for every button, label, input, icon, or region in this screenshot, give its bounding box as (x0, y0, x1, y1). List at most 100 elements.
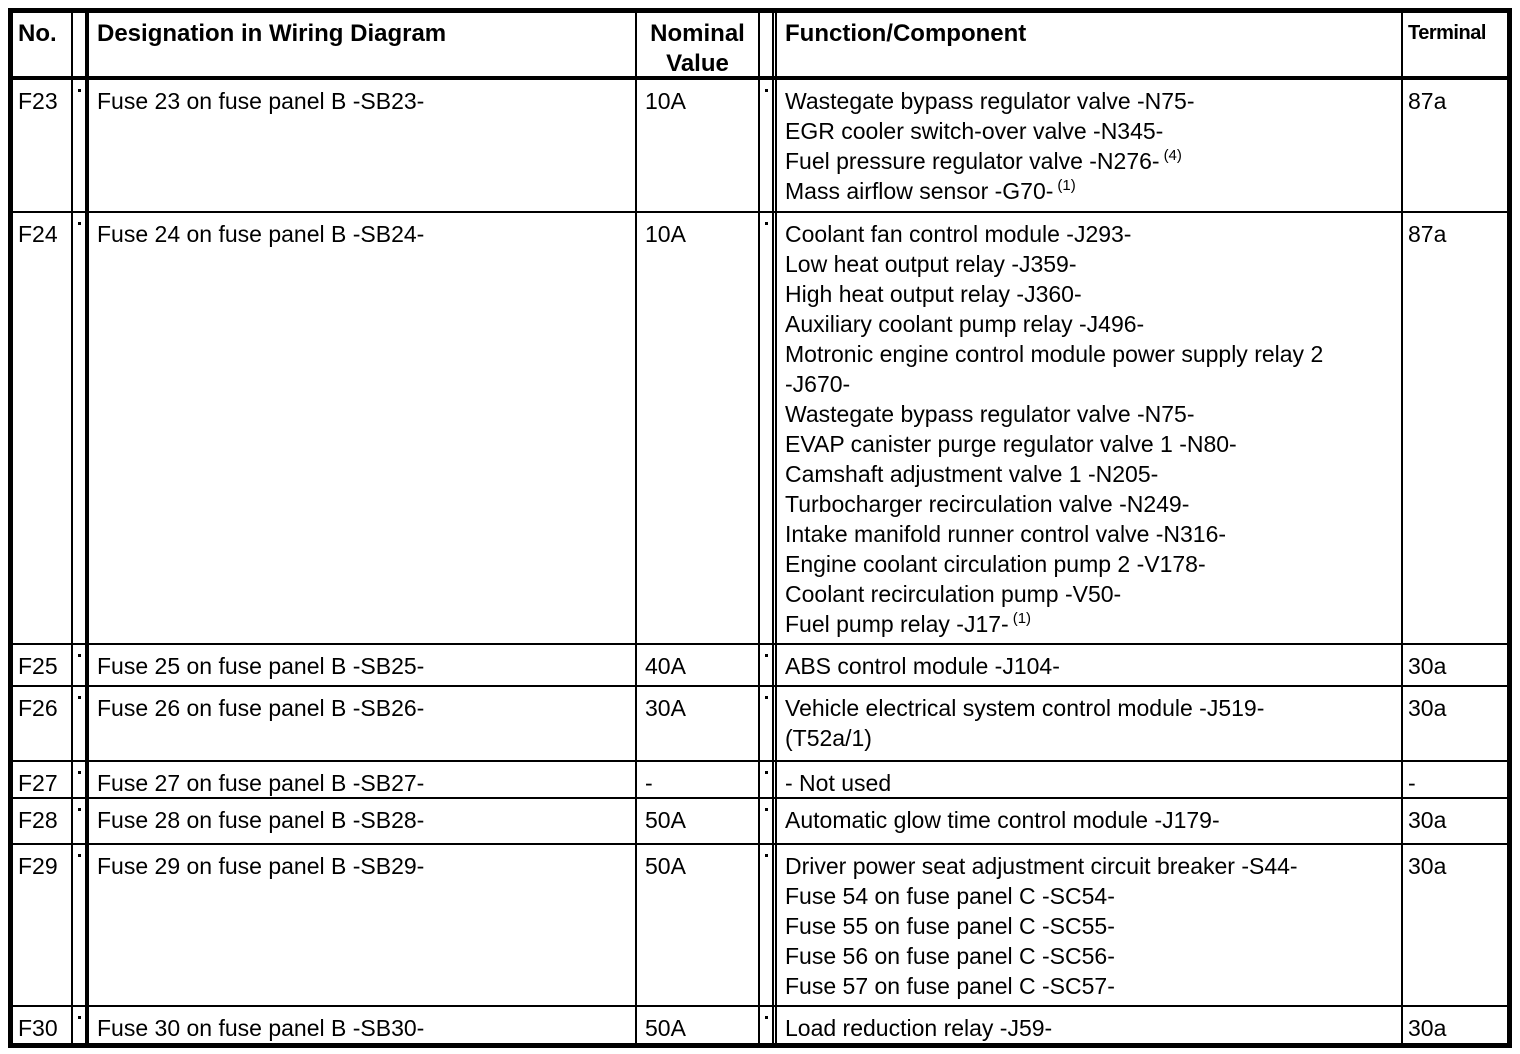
header-no: No. (13, 13, 73, 76)
spacer-column (73, 687, 89, 760)
spacer-column (760, 645, 777, 685)
function-line: EGR cooler switch-over valve -N345- (785, 118, 1164, 144)
fuse-designation: Fuse 27 on fuse panel B -SB27- (89, 762, 637, 797)
function-component-cell: Wastegate bypass regulator valve -N75- E… (777, 80, 1403, 211)
fuse-designation: Fuse 30 on fuse panel B -SB30- (89, 1007, 637, 1043)
function-component-cell: Coolant fan control module -J293- Low he… (777, 213, 1403, 643)
fuse-number: F27 (13, 762, 73, 797)
function-component-cell: Automatic glow time control module -J179… (777, 799, 1403, 843)
fuse-number: F25 (13, 645, 73, 685)
nominal-value: 10A (637, 80, 760, 211)
fuse-designation: Fuse 29 on fuse panel B -SB29- (89, 845, 637, 1005)
function-line: High heat output relay -J360- (785, 281, 1082, 307)
header-designation: Designation in Wiring Diagram (89, 13, 637, 76)
spacer-column (760, 687, 777, 760)
function-line: Coolant fan control module -J293- (785, 221, 1132, 247)
spacer-column (760, 80, 777, 211)
table-row-f29: F29 Fuse 29 on fuse panel B -SB29- 50A D… (13, 845, 1507, 1007)
footnote-marker: (4) (1163, 147, 1182, 164)
function-line: Vehicle electrical system control module… (785, 695, 1265, 721)
function-component-cell: Load reduction relay -J59- (777, 1007, 1403, 1043)
function-component-cell: - Not used (777, 762, 1403, 797)
function-line: Fuel pressure regulator valve -N276- (4) (785, 147, 1182, 174)
function-component-cell: Vehicle electrical system control module… (777, 687, 1403, 760)
terminal-value: 30a (1408, 695, 1447, 721)
terminal-value: 30a (1408, 1015, 1447, 1041)
function-line: Fuse 54 on fuse panel C -SC54- (785, 883, 1115, 909)
function-component-cell: ABS control module -J104- (777, 645, 1403, 685)
function-line: EVAP canister purge regulator valve 1 -N… (785, 431, 1237, 457)
function-line: Wastegate bypass regulator valve -N75- (785, 88, 1195, 114)
spacer-column (760, 1007, 777, 1043)
function-line: Camshaft adjustment valve 1 -N205- (785, 461, 1159, 487)
fuse-number: F23 (13, 80, 73, 211)
fuse-assignment-table: No. Designation in Wiring Diagram Nomina… (8, 8, 1512, 1048)
nominal-value: 40A (637, 645, 760, 685)
spacer-column (73, 845, 89, 1005)
spacer-column (73, 13, 89, 76)
fuse-number: F28 (13, 799, 73, 843)
function-line: Fuse 56 on fuse panel C -SC56- (785, 943, 1115, 969)
fuse-number: F30 (13, 1007, 73, 1043)
function-line: Mass airflow sensor -G70- (1) (785, 177, 1076, 204)
function-line: Auxiliary coolant pump relay -J496- (785, 311, 1145, 337)
header-function-component: Function/Component (777, 13, 1403, 76)
terminal-value: - (1408, 770, 1416, 796)
header-terminal: Terminal (1408, 22, 1486, 44)
function-line: -J670- (785, 371, 851, 397)
table-row-f25: F25 Fuse 25 on fuse panel B -SB25- 40A A… (13, 645, 1507, 687)
header-nominal-value: Nominal Value (637, 13, 760, 76)
table-header-row: No. Designation in Wiring Diagram Nomina… (13, 13, 1507, 80)
function-line: Wastegate bypass regulator valve -N75- (785, 401, 1195, 427)
spacer-column (760, 799, 777, 843)
nominal-value: 50A (637, 845, 760, 1005)
table-row-f28: F28 Fuse 28 on fuse panel B -SB28- 50A A… (13, 799, 1507, 845)
spacer-column (760, 762, 777, 797)
nominal-value: 50A (637, 799, 760, 843)
function-line: Fuel pump relay -J17- (1) (785, 610, 1032, 637)
function-line: Intake manifold runner control valve -N3… (785, 521, 1227, 547)
spacer-column (73, 645, 89, 685)
function-line: Turbocharger recirculation valve -N249- (785, 491, 1190, 517)
fuse-designation: Fuse 23 on fuse panel B -SB23- (89, 80, 637, 211)
footnote-marker: (1) (1012, 610, 1032, 627)
fuse-number: F24 (13, 213, 73, 643)
terminal-value: 30a (1408, 807, 1447, 833)
fuse-designation: Fuse 28 on fuse panel B -SB28- (89, 799, 637, 843)
terminal-value: 30a (1408, 853, 1447, 879)
spacer-column (73, 80, 89, 211)
table-row-f23: F23 Fuse 23 on fuse panel B -SB23- 10A W… (13, 80, 1507, 213)
fuse-designation: Fuse 26 on fuse panel B -SB26- (89, 687, 637, 760)
fuse-number: F29 (13, 845, 73, 1005)
spacer-column (760, 845, 777, 1005)
function-line: Fuse 57 on fuse panel C -SC57- (785, 973, 1115, 999)
table-row-f27: F27 Fuse 27 on fuse panel B -SB27- - - N… (13, 762, 1507, 799)
fuse-number: F26 (13, 687, 73, 760)
function-line: Driver power seat adjustment circuit bre… (785, 853, 1298, 879)
function-line: - Not used (785, 770, 892, 796)
function-line: Engine coolant circulation pump 2 -V178- (785, 551, 1206, 577)
spacer-column (73, 213, 89, 643)
function-line: (T52a/1) (785, 725, 872, 751)
nominal-value: 50A (637, 1007, 760, 1043)
function-component-cell: Driver power seat adjustment circuit bre… (777, 845, 1403, 1005)
function-line: ABS control module -J104- (785, 653, 1060, 679)
spacer-column (73, 1007, 89, 1043)
nominal-value: 10A (637, 213, 760, 643)
function-line: Load reduction relay -J59- (785, 1015, 1053, 1041)
function-line: Automatic glow time control module -J179… (785, 807, 1220, 833)
footnote-marker: (1) (1057, 177, 1076, 194)
spacer-column (760, 13, 777, 76)
terminal-value: 87a (1408, 88, 1447, 114)
terminal-value: 87a (1408, 221, 1447, 247)
function-line: Motronic engine control module power sup… (785, 341, 1324, 367)
table-row-f26: F26 Fuse 26 on fuse panel B -SB26- 30A V… (13, 687, 1507, 762)
terminal-value: 30a (1408, 653, 1447, 679)
nominal-value: 30A (637, 687, 760, 760)
function-line: Low heat output relay -J359- (785, 251, 1077, 277)
table-row-f24: F24 Fuse 24 on fuse panel B -SB24- 10A C… (13, 213, 1507, 645)
spacer-column (73, 762, 89, 797)
spacer-column (73, 799, 89, 843)
spacer-column (760, 213, 777, 643)
